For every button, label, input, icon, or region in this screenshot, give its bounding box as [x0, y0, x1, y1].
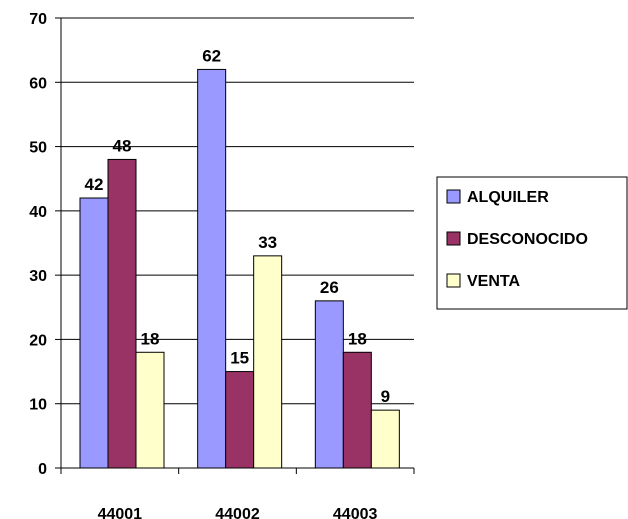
bar-venta-44001 — [135, 351, 165, 469]
bar-alquiler-44002 — [197, 68, 227, 469]
x-tick-labels: 44001 44002 44003 — [98, 506, 378, 519]
bars — [79, 68, 400, 469]
legend-item-alquiler: ALQUILER — [467, 189, 549, 206]
data-label: 62 — [202, 46, 221, 65]
legend-item-desconocido: DESCONOCIDO — [467, 231, 588, 248]
axes — [55, 17, 415, 474]
bar-alquiler-44003 — [314, 300, 344, 469]
data-label: 9 — [381, 387, 390, 406]
data-label: 42 — [85, 175, 104, 194]
y-tick-label: 50 — [29, 140, 47, 157]
y-tick-label: 70 — [29, 11, 47, 28]
bar-alquiler-44001 — [79, 197, 109, 469]
y-tick-label: 0 — [38, 461, 47, 478]
x-tick-label: 44002 — [215, 506, 260, 519]
legend-swatch — [446, 189, 461, 204]
legend-swatch — [446, 231, 461, 246]
legend-swatch — [446, 273, 461, 288]
data-label: 15 — [230, 349, 249, 368]
data-label: 18 — [141, 329, 160, 348]
bar-desconocido-44002 — [225, 371, 255, 469]
legend: ALQUILER DESCONOCIDO VENTA — [436, 176, 628, 310]
data-label: 26 — [320, 278, 339, 297]
y-tick-label: 60 — [29, 75, 47, 92]
legend-item-venta: VENTA — [467, 273, 520, 290]
bar-venta-44003 — [370, 409, 400, 469]
y-tick-label: 10 — [29, 397, 47, 414]
y-tick-label: 30 — [29, 268, 47, 285]
bar-desconocido-44003 — [342, 351, 372, 469]
y-tick-label: 40 — [29, 204, 47, 221]
data-labels: 42 48 18 62 15 33 26 18 9 — [85, 46, 391, 406]
x-tick-label: 44001 — [98, 506, 143, 519]
data-label: 48 — [113, 136, 132, 155]
bar-desconocido-44001 — [107, 158, 137, 469]
data-label: 18 — [348, 329, 367, 348]
legend-box — [436, 176, 628, 310]
bar-venta-44002 — [253, 255, 283, 469]
data-label: 33 — [258, 233, 277, 252]
y-tick-label: 20 — [29, 332, 47, 349]
y-tick-labels: 0 10 20 30 40 50 60 70 — [29, 11, 47, 478]
x-tick-label: 44003 — [333, 506, 378, 519]
